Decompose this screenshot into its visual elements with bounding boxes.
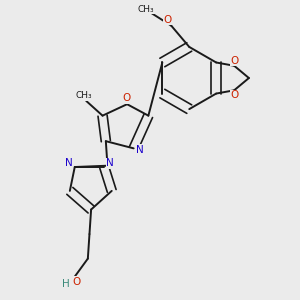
Text: N: N [136, 145, 143, 155]
Text: CH₃: CH₃ [75, 91, 92, 100]
Text: O: O [164, 15, 172, 25]
Text: N: N [106, 158, 114, 168]
Text: O: O [230, 90, 238, 100]
Text: O: O [122, 93, 130, 103]
Text: O: O [230, 56, 238, 66]
Text: O: O [72, 277, 80, 286]
Text: H: H [62, 279, 70, 289]
Text: CH₃: CH₃ [137, 5, 154, 14]
Text: N: N [65, 158, 73, 168]
